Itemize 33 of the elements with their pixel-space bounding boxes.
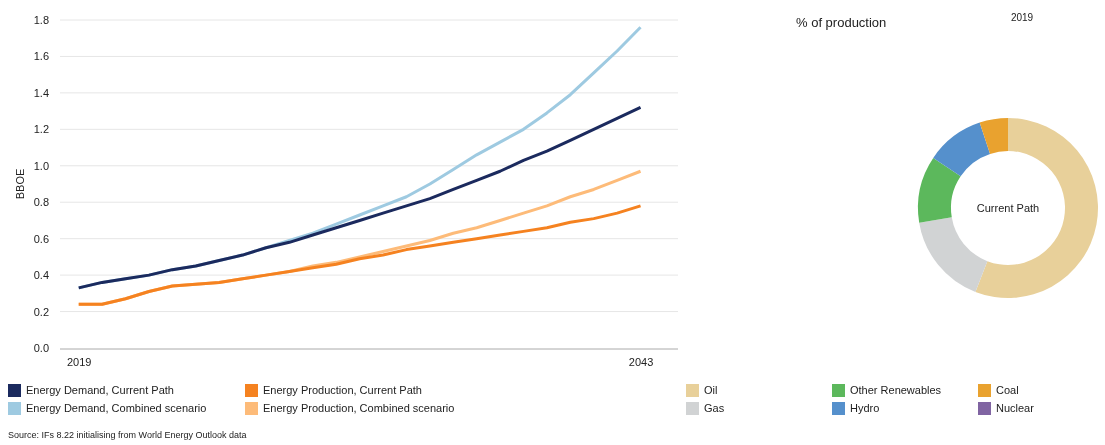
y-tick-label: 1.8 bbox=[33, 14, 49, 27]
line-series bbox=[77, 105, 643, 290]
source-note: Source: IFs 8.22 initialising from World Energy Outlook data bbox=[8, 430, 247, 440]
legend-label: Nuclear bbox=[996, 402, 1035, 414]
chart-subtitle: 2019 bbox=[1010, 12, 1034, 23]
legend-label: Energy Demand, Current Path bbox=[26, 384, 174, 396]
donut-slice bbox=[975, 118, 1098, 298]
y-tick-label: 0.0 bbox=[33, 342, 49, 355]
legend-label: Oil bbox=[704, 384, 718, 396]
x-tick-label: 2043 bbox=[628, 355, 654, 368]
y-tick-label: 1.2 bbox=[33, 123, 49, 136]
donut-slice bbox=[933, 122, 991, 177]
y-tick-label: 1.6 bbox=[33, 50, 49, 63]
y-tick-label: 0.4 bbox=[33, 269, 49, 282]
legend-label: Other Renewables bbox=[850, 384, 942, 396]
y-tick-label: 0.2 bbox=[33, 305, 49, 318]
donut-slice bbox=[918, 157, 961, 223]
legend-label: Energy Production, Combined scenario bbox=[263, 402, 455, 414]
y-tick-label: 1.0 bbox=[33, 159, 49, 172]
y-tick-label: 0.8 bbox=[33, 196, 49, 209]
donut-slice bbox=[979, 118, 1008, 154]
chart-title: % of production bbox=[796, 15, 887, 30]
donut-slice bbox=[919, 217, 988, 292]
text: Current Path bbox=[976, 202, 1040, 214]
legend-label: Gas bbox=[704, 402, 725, 414]
legend-label: Hydro bbox=[850, 402, 880, 414]
line-series bbox=[77, 204, 643, 306]
y-tick-label: 1.4 bbox=[33, 86, 49, 99]
legend-label: Energy Production, Current Path bbox=[263, 384, 422, 396]
y-axis-title: BBOE bbox=[14, 168, 26, 200]
legend-label: Energy Demand, Combined scenario bbox=[26, 402, 207, 414]
y-tick-label: 0.6 bbox=[33, 232, 49, 245]
legend-label: Coal bbox=[996, 384, 1019, 396]
